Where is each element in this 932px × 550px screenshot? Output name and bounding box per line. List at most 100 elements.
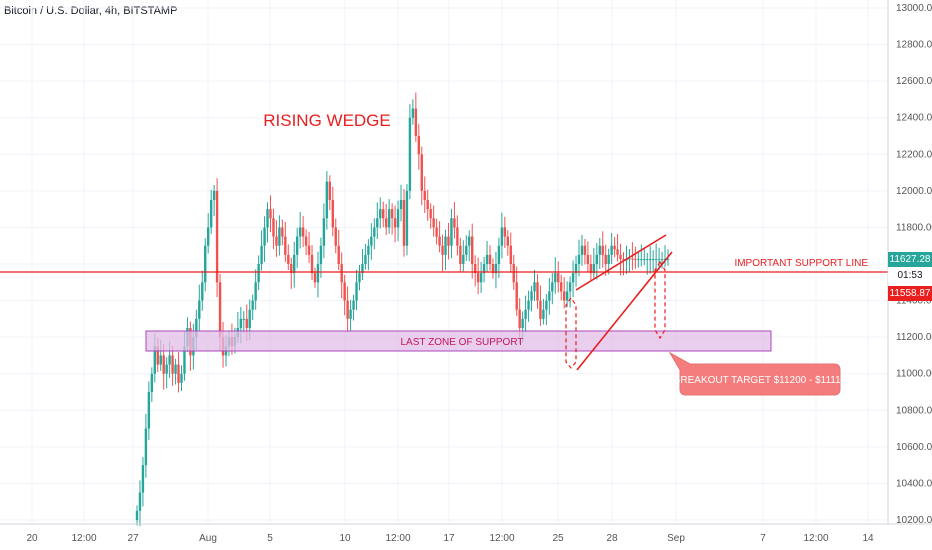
x-tick-label: 12:00	[71, 533, 96, 544]
candle-body	[313, 273, 317, 283]
candle-body	[456, 227, 459, 246]
candle-body	[453, 218, 456, 228]
candle-body	[287, 254, 290, 264]
candle-body	[373, 227, 376, 237]
y-tick-label: 12000.00	[896, 186, 932, 197]
candle-body	[153, 346, 156, 374]
candle-body	[441, 245, 444, 255]
candle-body	[640, 259, 643, 261]
candle-body	[269, 209, 272, 219]
candle-body	[278, 227, 281, 246]
candle-body	[215, 190, 219, 283]
candle-body	[396, 209, 400, 228]
candle-body	[275, 236, 278, 246]
candle-body	[533, 282, 536, 292]
target-callout	[668, 351, 841, 396]
candle-body	[183, 346, 186, 374]
candle-body	[290, 264, 293, 274]
candle-body	[491, 264, 495, 274]
candle-body	[346, 300, 349, 319]
x-tick-label: 10	[339, 533, 351, 544]
current-price-tag: 11627.28	[888, 252, 932, 267]
candle-body	[471, 236, 474, 264]
support-price-tag: 11558.87	[888, 286, 932, 301]
candle-body	[174, 364, 177, 374]
candle-body	[586, 254, 590, 264]
candle-body	[284, 236, 287, 255]
candle-body	[171, 355, 174, 374]
candle-body	[376, 218, 379, 228]
candle-body	[631, 258, 634, 260]
candle-body	[660, 259, 664, 261]
candle-body	[417, 136, 421, 155]
candle-body	[574, 264, 578, 274]
candle-body	[393, 218, 397, 228]
candle-body	[420, 154, 423, 191]
candle-body	[666, 259, 670, 261]
y-tick-label: 11200.00	[896, 332, 932, 343]
candle-body	[257, 264, 260, 283]
candle-body	[295, 236, 299, 255]
countdown-tag: 01:53	[888, 268, 932, 283]
candle-body	[568, 282, 572, 292]
x-tick-label: 20	[26, 533, 38, 544]
candle-body	[515, 282, 518, 310]
candle-body	[619, 254, 622, 260]
candle-body	[479, 273, 483, 283]
candle-body	[340, 264, 343, 283]
candle-body	[583, 245, 587, 255]
candle-body	[355, 282, 358, 301]
candle-body	[423, 190, 426, 200]
x-tick-label: 7	[760, 533, 766, 544]
candle-body	[204, 245, 207, 283]
candle-body	[408, 117, 412, 191]
candle-body	[387, 209, 391, 228]
candle-body	[334, 227, 337, 246]
candle-body	[272, 218, 275, 237]
candle-body	[604, 254, 607, 264]
candle-body	[551, 282, 554, 292]
candle-body	[266, 209, 269, 228]
candle-body	[325, 181, 329, 219]
x-tick-label: 25	[552, 533, 564, 544]
candle-body	[245, 318, 248, 328]
candle-body	[382, 209, 385, 219]
y-tick-label: 11800.00	[896, 222, 932, 233]
candle-body	[201, 282, 204, 301]
candle-body	[242, 318, 245, 320]
candle-body	[352, 300, 355, 310]
candle-body	[622, 259, 625, 261]
candle-body	[298, 227, 302, 237]
candle-body	[560, 282, 563, 292]
candle-body	[390, 209, 394, 219]
candle-body	[512, 264, 515, 283]
candle-body	[343, 282, 346, 301]
y-tick-label: 13000.00	[896, 3, 932, 14]
x-tick-label: Sep	[667, 533, 685, 544]
candle-body	[168, 355, 171, 365]
candle-body	[539, 300, 542, 319]
candle-body	[571, 273, 575, 283]
candle-body	[649, 259, 652, 261]
candle-body	[468, 236, 471, 246]
candle-body	[304, 236, 308, 246]
candle-body	[580, 245, 584, 255]
candle-body	[607, 254, 610, 264]
wedge-upper-line	[575, 234, 667, 291]
candle-body	[485, 254, 489, 264]
candle-body	[165, 364, 168, 374]
candle-body	[637, 259, 640, 261]
wedge-lower-line	[576, 251, 673, 371]
candle-body	[557, 273, 560, 283]
candle-body	[310, 254, 314, 274]
candle-body	[212, 190, 216, 200]
pattern-label: RISING WEDGE	[263, 111, 391, 130]
candle-body	[565, 291, 569, 301]
candle-body	[527, 300, 530, 310]
y-tick-label: 10400.00	[896, 478, 932, 489]
candle-body	[542, 309, 545, 319]
candle-body	[482, 264, 486, 274]
candle-body	[198, 300, 201, 319]
support-line-label: IMPORTANT SUPPORT LINE	[734, 258, 868, 269]
